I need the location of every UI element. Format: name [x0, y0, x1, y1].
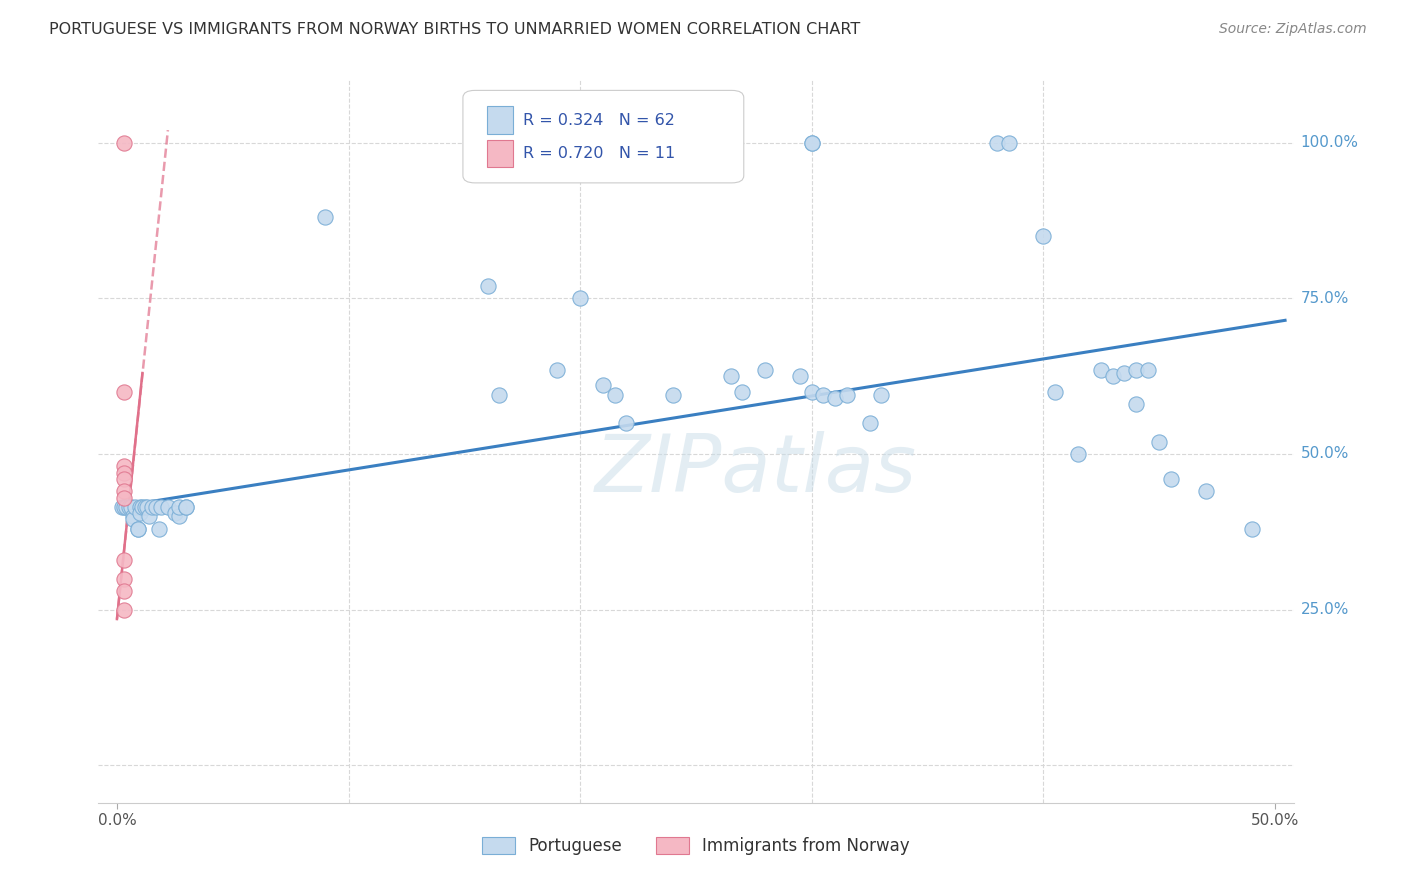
Point — [112, 384, 135, 399]
FancyBboxPatch shape — [463, 90, 744, 183]
Point — [138, 509, 160, 524]
Point — [592, 378, 614, 392]
FancyBboxPatch shape — [486, 106, 513, 134]
Point — [800, 136, 823, 150]
Point — [127, 522, 149, 536]
Text: R = 0.720   N = 11: R = 0.720 N = 11 — [523, 146, 675, 161]
Point — [163, 506, 186, 520]
Point — [997, 136, 1019, 150]
Point — [1067, 447, 1090, 461]
Point — [112, 491, 135, 505]
Point — [813, 388, 835, 402]
Point — [569, 291, 592, 305]
Point — [112, 584, 135, 599]
Point — [800, 136, 823, 150]
Text: 75.0%: 75.0% — [1301, 291, 1348, 306]
Text: Source: ZipAtlas.com: Source: ZipAtlas.com — [1219, 22, 1367, 37]
Point — [1102, 369, 1125, 384]
Point — [603, 388, 626, 402]
Point — [129, 500, 152, 514]
Point — [141, 500, 163, 514]
Point — [1125, 397, 1147, 411]
Point — [115, 500, 138, 514]
Point — [136, 500, 159, 514]
Point — [1160, 472, 1182, 486]
Point — [112, 466, 135, 480]
Point — [859, 416, 882, 430]
Point — [731, 384, 754, 399]
Point — [477, 278, 499, 293]
Point — [1125, 363, 1147, 377]
Point — [145, 500, 167, 514]
Point — [835, 388, 858, 402]
Point — [1114, 366, 1136, 380]
Point — [176, 500, 198, 514]
Point — [1194, 484, 1216, 499]
Point — [1240, 522, 1263, 536]
Text: ZIPatlas: ZIPatlas — [595, 432, 917, 509]
Point — [176, 500, 198, 514]
Point — [662, 388, 685, 402]
Point — [112, 136, 135, 150]
Point — [122, 512, 145, 526]
Point — [546, 363, 568, 377]
Point — [122, 509, 145, 524]
Point — [117, 500, 139, 514]
Text: R = 0.324   N = 62: R = 0.324 N = 62 — [523, 112, 675, 128]
Point — [488, 388, 510, 402]
Text: 25.0%: 25.0% — [1301, 602, 1348, 617]
Point — [824, 391, 846, 405]
Point — [1043, 384, 1066, 399]
Point — [110, 500, 132, 514]
Point — [112, 603, 135, 617]
Point — [127, 522, 149, 536]
Point — [120, 500, 142, 514]
Point — [754, 363, 776, 377]
Point — [134, 500, 156, 514]
Point — [616, 416, 638, 430]
Point — [112, 484, 135, 499]
Point — [149, 500, 172, 514]
Point — [112, 572, 135, 586]
Point — [112, 500, 135, 514]
Point — [112, 553, 135, 567]
FancyBboxPatch shape — [486, 139, 513, 167]
Point — [1147, 434, 1170, 449]
Point — [112, 459, 135, 474]
Point — [129, 506, 152, 520]
Text: 50.0%: 50.0% — [1301, 447, 1348, 461]
Point — [1090, 363, 1112, 377]
Point — [169, 500, 191, 514]
Point — [314, 211, 336, 225]
Point — [870, 388, 893, 402]
Point — [156, 500, 179, 514]
Legend: Portuguese, Immigrants from Norway: Portuguese, Immigrants from Norway — [474, 829, 918, 863]
Point — [112, 472, 135, 486]
Point — [131, 500, 153, 514]
Point — [124, 500, 146, 514]
Point — [720, 369, 742, 384]
Point — [148, 522, 170, 536]
Text: PORTUGUESE VS IMMIGRANTS FROM NORWAY BIRTHS TO UNMARRIED WOMEN CORRELATION CHART: PORTUGUESE VS IMMIGRANTS FROM NORWAY BIR… — [49, 22, 860, 37]
Point — [986, 136, 1008, 150]
Point — [169, 509, 191, 524]
Text: 100.0%: 100.0% — [1301, 135, 1358, 150]
Point — [789, 369, 811, 384]
Point — [1136, 363, 1159, 377]
Point — [1032, 229, 1054, 244]
Point — [800, 384, 823, 399]
